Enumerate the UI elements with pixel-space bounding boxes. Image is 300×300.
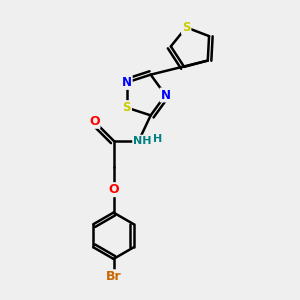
Text: O: O xyxy=(108,183,119,196)
Text: H: H xyxy=(154,134,163,144)
Text: O: O xyxy=(89,115,100,128)
Text: NH: NH xyxy=(133,136,152,146)
Text: S: S xyxy=(182,21,190,34)
Text: N: N xyxy=(122,76,132,89)
Text: N: N xyxy=(160,88,170,101)
Text: Br: Br xyxy=(106,270,121,283)
Text: S: S xyxy=(122,101,131,114)
